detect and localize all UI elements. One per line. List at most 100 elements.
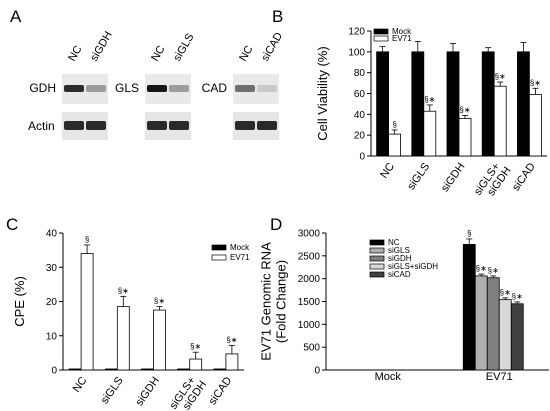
panel-b-y-tick-label: 100 (348, 47, 365, 58)
panel-b-bar-ev71-nc (388, 133, 402, 157)
panel-d-significance-mark: §∗ (476, 264, 487, 273)
panel-c-bar-ev71-sicad (225, 353, 239, 371)
blot-band-cad-0 (235, 85, 255, 92)
panel-b-legend-label-mock: Mock (392, 27, 412, 36)
blot-band-actin-2-1 (257, 121, 277, 130)
panel-b-category-label-nc: NC (378, 161, 397, 181)
panel-d-y-tick-label: 500 (303, 343, 320, 354)
panel-d-legend-label-sicad: siCAD (388, 270, 411, 279)
panel-d-significance-mark: § (467, 229, 471, 238)
panel-c-bar-mock-sigls-sigdh (177, 368, 191, 371)
blot-target-label-cad: CAD (202, 81, 228, 95)
panel-b-significance-mark: §∗ (424, 95, 435, 104)
panel-label-d: D (270, 215, 282, 234)
panel-b-bar-ev71-sigls-sigdh (493, 85, 507, 157)
blot-lane-label-nc: NC (237, 44, 255, 64)
panel-b-bar-mock-sigls-sigdh (481, 51, 495, 157)
panel-b-significance-mark: § (392, 120, 396, 129)
panel-b-y-tick-label: 80 (354, 68, 366, 79)
panel-b-bar-mock-sigls (411, 51, 425, 157)
panel-d-significance-mark: §∗ (488, 266, 499, 275)
panel-b-bar-mock-sicad (517, 51, 530, 157)
panel-c-legend-label-ev71: EV71 (230, 253, 250, 262)
panel-b-significance-mark: §∗ (459, 105, 470, 114)
panel-d-y-axis-label: (Fold Change) (274, 260, 289, 343)
panel-d-legend-swatch-sicad (369, 271, 385, 278)
panel-label-b: B (272, 7, 283, 26)
blot-lane-label-sicad: siCAD (259, 30, 285, 63)
panel-label-a: A (10, 7, 22, 26)
panel-c-y-tick-label: 10 (46, 331, 58, 342)
panel-d-y-tick-label: 2500 (298, 251, 321, 262)
panel-c-bar-ev71-sigdh (153, 309, 166, 371)
blot-lane-label-sigls: siGLS (171, 32, 196, 64)
panel-c-significance-mark: §∗ (154, 297, 165, 306)
blot-band-actin-1-0 (147, 121, 167, 130)
panel-b-bar-ev71-sigdh (458, 118, 472, 157)
panel-c-legend-swatch-mock (211, 244, 227, 251)
panel-b-legend-swatch-ev71 (373, 35, 389, 42)
blot-band-gls-0 (147, 85, 167, 92)
blot-lane-label-nc: NC (149, 44, 167, 64)
panel-d-bar-sigls-ev71 (474, 275, 488, 371)
panel-d-significance-mark: §∗ (512, 292, 523, 301)
blot-lane-label-sigdh: siGDH (88, 29, 115, 63)
panel-c-category-label-sicad: siCAD (207, 375, 235, 407)
panel-label-c: C (6, 215, 18, 234)
panel-c-y-tick-label: 30 (46, 263, 58, 274)
panel-d-y-tick-label: 1500 (298, 297, 321, 308)
panel-c-category-label-nc: NC (71, 375, 90, 395)
panel-c-y-tick-label: 20 (46, 297, 58, 308)
panel-d-bar-nc-ev71 (462, 244, 476, 371)
panel-b-legend-swatch-mock (373, 28, 389, 35)
panel-b-bar-ev71-sigls (423, 110, 437, 157)
panel-c-significance-mark: §∗ (190, 342, 201, 351)
blot-target-label-gls: GLS (115, 81, 139, 95)
panel-c-category-label-sigdh: siGDH (134, 375, 162, 408)
panel-d-legend-label-sigls: siGLS (388, 246, 410, 255)
panel-c-bar-mock-sigls (104, 368, 118, 371)
panel-d-bar-sigdh-ev71 (486, 277, 500, 371)
panel-d-legend-swatch-sigls (369, 247, 385, 254)
panel-b-category-label-sigls: siGLS (405, 161, 432, 192)
blot-lane-label-nc: NC (66, 44, 84, 64)
panel-d-y-tick-label: 3000 (298, 229, 321, 240)
panel-c-y-tick-label: 0 (51, 366, 57, 377)
blot-band-gdh-0 (64, 85, 84, 92)
panel-c-bar-ev71-nc (80, 253, 94, 371)
panel-b-bar-mock-nc (376, 51, 390, 157)
panel-b-category-label-sicad: siCAD (510, 161, 538, 193)
panel-c-legend-swatch-ev71 (211, 254, 227, 261)
panel-c-significance-mark: §∗ (226, 335, 237, 344)
cell-viability-chart: 0 20 40 60 80 100 120 Cell Viability (%) § NC §∗ si… (315, 27, 547, 198)
panel-d-legend-swatch-sigdh (369, 255, 385, 262)
panel-d-y-tick-label: 0 (314, 366, 320, 377)
panel-d-y-axis-label: EV71 Genomic RNA (259, 242, 274, 361)
blot-band-cad-1 (257, 85, 277, 92)
blot-band-actin-0-1 (86, 121, 106, 130)
panel-c-category-label-sigls: siGLS (99, 375, 126, 406)
panel-d-category-label-ev71: EV71 (486, 371, 513, 383)
panel-b-significance-mark: §∗ (530, 78, 541, 87)
blot-band-gdh-1 (86, 85, 106, 92)
panel-c-bar-mock-sigdh (141, 368, 154, 371)
blot-band-gls-1 (169, 85, 189, 92)
blot-target-label-gdh: GDH (29, 81, 56, 95)
panel-d-y-tick-label: 2000 (298, 274, 321, 285)
panel-c-significance-mark: §∗ (118, 286, 129, 295)
panel-b-y-tick-label: 120 (348, 27, 365, 38)
panel-c-bar-mock-nc (68, 368, 82, 371)
genomic-rna-chart: 0 500 1000 1500 2000 2500 3000 EV71 Genomic RNA… (259, 229, 549, 383)
panel-d-legend-label-nc: NC (388, 238, 400, 247)
panel-d-category-label-mock: Mock (375, 371, 402, 383)
panel-c-significance-mark: § (85, 235, 89, 244)
panel-d-legend-swatch-sigls-sigdh (369, 263, 385, 270)
panel-d-legend-label-sigdh: siGDH (388, 254, 412, 263)
panel-c-bar-ev71-sigls-sigdh (189, 358, 203, 371)
panel-d-legend-label-sigls-sigdh: siGLS+siGDH (388, 262, 438, 271)
panel-c-y-axis-label: CPE (%) (12, 276, 27, 327)
panel-b-y-tick-label: 40 (354, 110, 366, 121)
panel-b-legend-label-ev71: EV71 (392, 34, 412, 43)
